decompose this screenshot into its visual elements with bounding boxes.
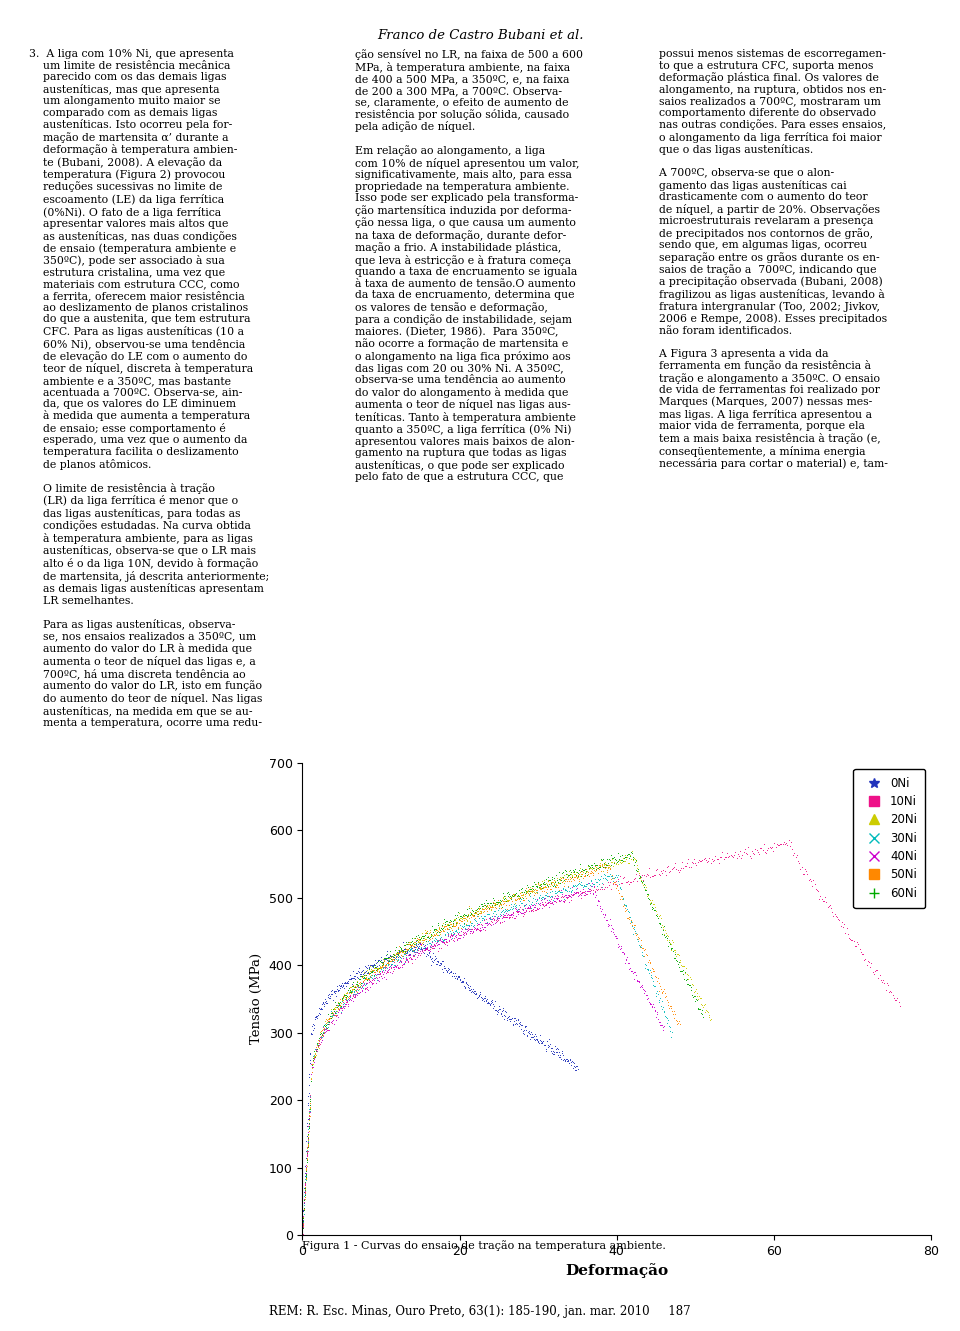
X-axis label: Deformação: Deformação [565, 1263, 668, 1278]
Text: 3.  A liga com 10% Ni, que apresenta
    um limite de resistência mecânica
    p: 3. A liga com 10% Ni, que apresenta um l… [29, 49, 269, 728]
Text: possui menos sistemas de escorregamen-
    to que a estrutura CFC, suporta menos: possui menos sistemas de escorregamen- t… [645, 49, 888, 469]
Text: ção sensível no LR, na faixa de 500 a 600
    MPa, à temperatura ambiente, na fa: ção sensível no LR, na faixa de 500 a 60… [341, 49, 583, 482]
Legend: 0Ni, 10Ni, 20Ni, 30Ni, 40Ni, 50Ni, 60Ni: 0Ni, 10Ni, 20Ni, 30Ni, 40Ni, 50Ni, 60Ni [853, 768, 925, 908]
Text: Franco de Castro Bubani et al.: Franco de Castro Bubani et al. [376, 29, 584, 43]
Y-axis label: Tensão (MPa): Tensão (MPa) [251, 953, 263, 1045]
Text: REM: R. Esc. Minas, Ouro Preto, 63(1): 185-190, jan. mar. 2010     187: REM: R. Esc. Minas, Ouro Preto, 63(1): 1… [269, 1304, 691, 1318]
Text: Figura 1 - Curvas do ensaio de tração na temperatura ambiente.: Figura 1 - Curvas do ensaio de tração na… [302, 1240, 666, 1251]
